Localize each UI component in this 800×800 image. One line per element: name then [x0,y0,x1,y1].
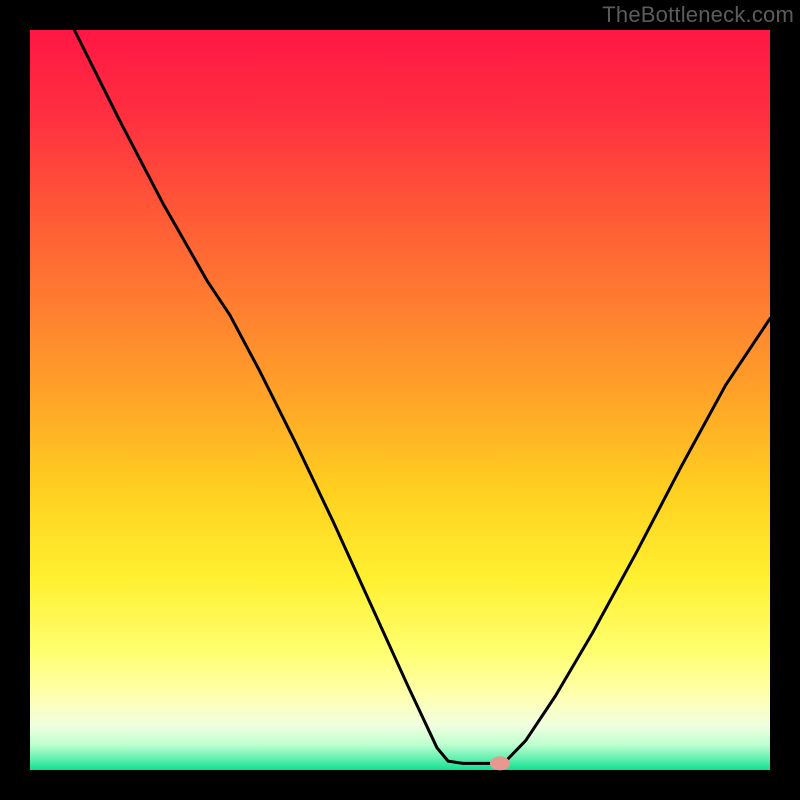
chart-container: TheBottleneck.com [0,0,800,800]
plot-gradient-area [30,30,770,770]
watermark-text: TheBottleneck.com [602,2,794,28]
bottleneck-curve-chart [0,0,800,800]
optimal-point-marker [490,756,510,770]
